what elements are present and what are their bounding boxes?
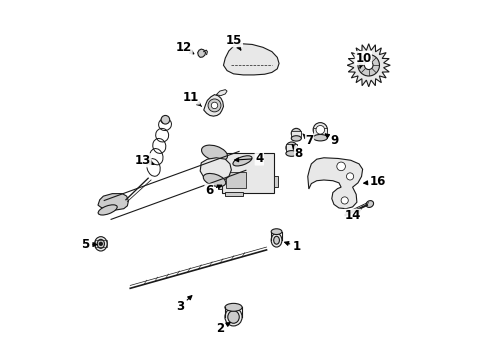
Polygon shape <box>204 95 223 116</box>
Text: 5: 5 <box>81 238 97 251</box>
Circle shape <box>337 162 345 171</box>
Ellipse shape <box>291 136 301 141</box>
Polygon shape <box>308 158 363 209</box>
Ellipse shape <box>233 156 252 166</box>
Text: 6: 6 <box>205 184 221 197</box>
Circle shape <box>161 116 170 124</box>
Ellipse shape <box>271 233 282 247</box>
Circle shape <box>346 173 354 180</box>
Ellipse shape <box>313 123 327 137</box>
Circle shape <box>211 102 218 109</box>
Text: 13: 13 <box>135 154 154 167</box>
Polygon shape <box>347 44 390 87</box>
Circle shape <box>358 54 379 76</box>
Ellipse shape <box>225 308 242 326</box>
Ellipse shape <box>313 134 327 141</box>
Ellipse shape <box>286 150 297 156</box>
Text: 10: 10 <box>355 51 371 68</box>
FancyBboxPatch shape <box>291 131 301 138</box>
Polygon shape <box>197 49 205 57</box>
Ellipse shape <box>201 145 227 161</box>
Ellipse shape <box>271 229 282 234</box>
Polygon shape <box>200 158 231 182</box>
Text: 4: 4 <box>235 152 264 165</box>
FancyBboxPatch shape <box>221 153 274 193</box>
Circle shape <box>341 197 348 204</box>
Ellipse shape <box>98 205 117 215</box>
Text: 7: 7 <box>303 134 314 147</box>
Ellipse shape <box>366 201 373 207</box>
Text: 14: 14 <box>344 209 361 222</box>
Ellipse shape <box>228 311 239 323</box>
Ellipse shape <box>219 170 225 179</box>
Polygon shape <box>223 44 279 75</box>
Text: 1: 1 <box>285 240 301 253</box>
Ellipse shape <box>291 129 301 138</box>
Ellipse shape <box>95 237 107 251</box>
Polygon shape <box>216 90 227 96</box>
Ellipse shape <box>203 174 226 186</box>
Text: 9: 9 <box>325 134 339 147</box>
FancyBboxPatch shape <box>225 192 243 196</box>
Text: 3: 3 <box>176 296 192 313</box>
Ellipse shape <box>225 303 242 311</box>
Circle shape <box>316 126 324 134</box>
Circle shape <box>98 242 103 246</box>
FancyBboxPatch shape <box>313 128 327 138</box>
Text: 11: 11 <box>183 91 201 107</box>
Ellipse shape <box>286 142 297 153</box>
Ellipse shape <box>274 236 279 244</box>
FancyBboxPatch shape <box>218 176 221 189</box>
Ellipse shape <box>97 239 104 248</box>
Text: 16: 16 <box>364 175 386 188</box>
Circle shape <box>365 61 373 69</box>
Text: 8: 8 <box>292 145 303 159</box>
Circle shape <box>208 99 221 112</box>
FancyBboxPatch shape <box>286 144 297 153</box>
Text: 2: 2 <box>216 322 230 335</box>
Polygon shape <box>98 194 128 210</box>
FancyBboxPatch shape <box>274 176 278 187</box>
Text: 12: 12 <box>176 41 194 54</box>
Text: 15: 15 <box>226 33 243 50</box>
FancyBboxPatch shape <box>226 172 246 188</box>
